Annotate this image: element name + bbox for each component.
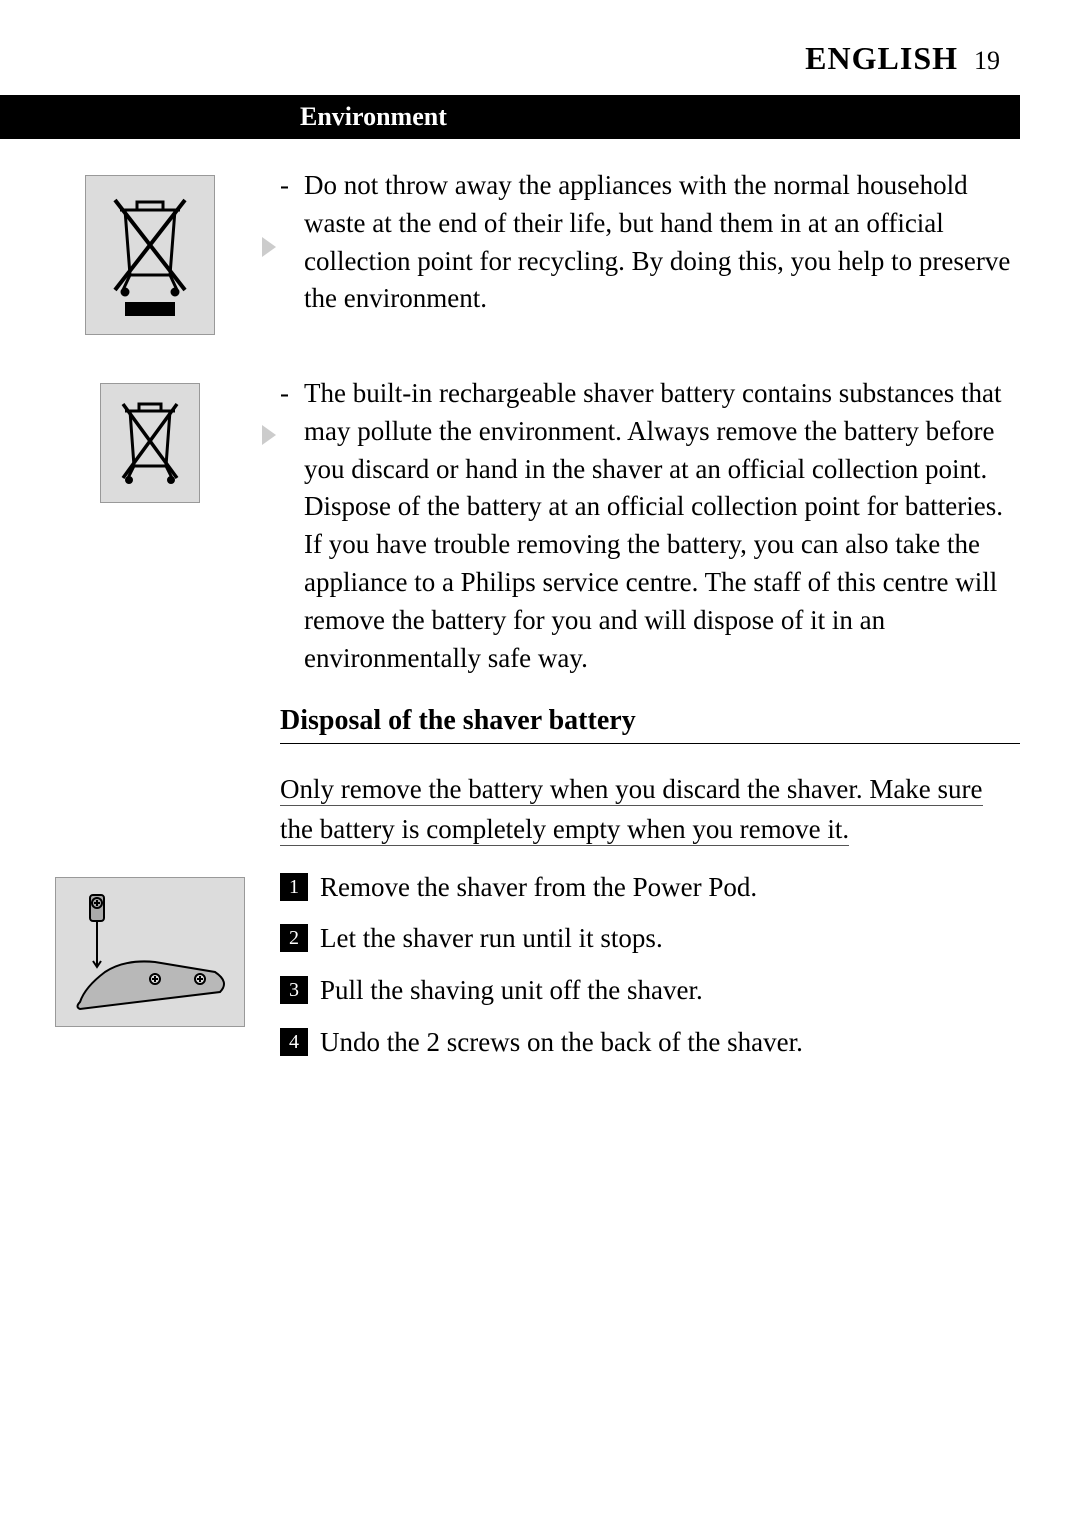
step-text: Pull the shaving unit off the shaver. xyxy=(320,972,703,1010)
subsection: Disposal of the shaver battery Only remo… xyxy=(280,705,1020,1075)
bullet-row: - Do not throw away the appliances with … xyxy=(40,167,1020,335)
bullet-text-col: - Do not throw away the appliances with … xyxy=(260,167,1020,335)
bullet-dash: - xyxy=(280,167,304,318)
manual-page: ENGLISH 19 Environment xyxy=(0,0,1080,1522)
step-number: 2 xyxy=(280,924,308,952)
step-number: 3 xyxy=(280,976,308,1004)
language-label: ENGLISH xyxy=(805,40,958,76)
step-number: 4 xyxy=(280,1028,308,1056)
bullet-text: Do not throw away the appliances with th… xyxy=(304,167,1020,318)
steps-list: 1 Remove the shaver from the Power Pod. … xyxy=(260,869,1020,1076)
arrow-marker-icon xyxy=(262,425,276,445)
step-text: Undo the 2 screws on the back of the sha… xyxy=(320,1024,803,1062)
step-text: Remove the shaver from the Power Pod. xyxy=(320,869,757,907)
step-item: 1 Remove the shaver from the Power Pod. xyxy=(280,869,1020,907)
step-item: 3 Pull the shaving unit off the shaver. xyxy=(280,972,1020,1010)
step-number: 1 xyxy=(280,873,308,901)
section-title: Environment xyxy=(0,102,447,132)
section-bar: Environment xyxy=(0,95,1020,139)
page-header: ENGLISH 19 xyxy=(40,40,1020,77)
step-item: 2 Let the shaver run until it stops. xyxy=(280,920,1020,958)
steps-row: 1 Remove the shaver from the Power Pod. … xyxy=(280,869,1020,1076)
shaver-screws-icon xyxy=(55,877,245,1027)
bullet-row: - The built-in rechargeable shaver batte… xyxy=(40,375,1020,677)
bullet-text: The built-in rechargeable shaver battery… xyxy=(304,375,1020,677)
bullet-dash: - xyxy=(280,375,304,677)
steps-icon-column xyxy=(40,869,260,1076)
bullet-text-col: - The built-in rechargeable shaver batte… xyxy=(260,375,1020,677)
icon-column xyxy=(40,375,260,677)
step-text: Let the shaver run until it stops. xyxy=(320,920,663,958)
step-item: 4 Undo the 2 screws on the back of the s… xyxy=(280,1024,1020,1062)
weee-bin-icon xyxy=(100,383,200,503)
weee-bin-bar-icon xyxy=(85,175,215,335)
subsection-title: Disposal of the shaver battery xyxy=(280,705,1020,744)
arrow-marker-icon xyxy=(262,237,276,257)
page-number: 19 xyxy=(974,46,1000,75)
icon-column xyxy=(40,167,260,335)
warning-text: Only remove the battery when you discard… xyxy=(280,770,1020,848)
